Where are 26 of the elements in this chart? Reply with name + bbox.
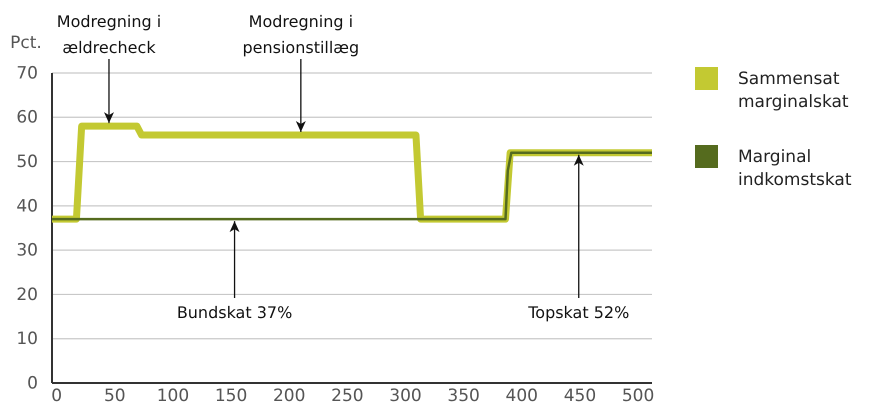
x-tick-label: 300 [389,386,422,406]
x-tick-label: 100 [156,386,190,406]
legend-label: Sammensat marginalskat [738,69,849,112]
x-tick-label: 500 [622,386,654,406]
y-tick-label: 20 [16,284,38,305]
x-tick-label: 0 [51,386,62,406]
annotation: Modregning i ældrecheck [56,12,162,57]
y-tick-label: 50 [16,152,38,172]
annotation: Bundskat 37% [176,303,292,322]
y-tick-label: 10 [16,329,38,350]
y-tick-label: 30 [16,240,38,261]
annotation: Topskat 52% [527,303,630,322]
x-tick-label: 200 [272,386,306,406]
x-tick-label: 450 [564,386,596,406]
x-tick-label: 400 [506,386,538,406]
x-tick-label: 150 [214,386,248,406]
x-tick-label: 250 [331,386,364,406]
annotation: Modregning i pensionstillæg [242,12,360,57]
x-tick-label: 50 [104,386,126,406]
y-tick-label: 70 [16,63,38,84]
y-tick-label: 40 [16,196,38,216]
y-tick-label: 60 [16,108,38,128]
x-tick-label: 350 [447,386,480,406]
y-axis-title: Pct. [10,33,42,53]
y-tick-label: 0 [27,373,38,394]
legend-label: Marginal indkomstskat [738,147,852,190]
